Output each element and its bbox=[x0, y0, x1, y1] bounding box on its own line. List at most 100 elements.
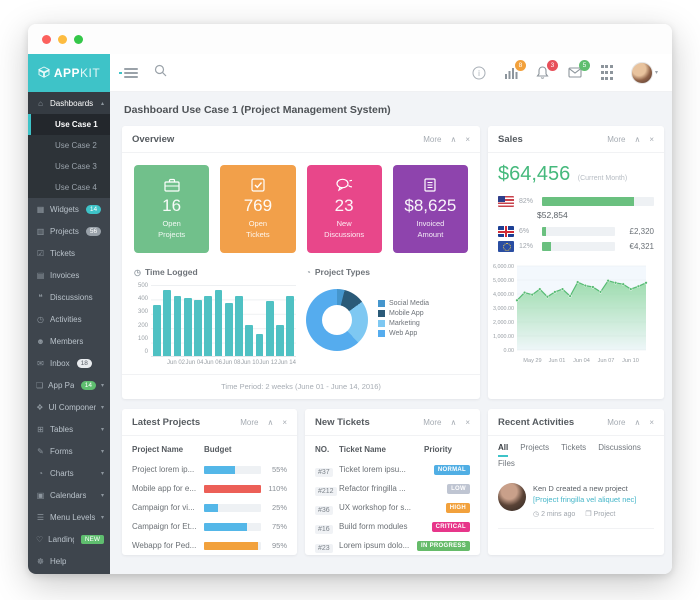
collapse-icon[interactable]: ∧ bbox=[634, 135, 641, 144]
budget-percent: 25% bbox=[271, 503, 287, 512]
close-icon[interactable]: × bbox=[649, 418, 654, 427]
stats-icon[interactable]: 8 bbox=[503, 59, 526, 81]
search-icon[interactable] bbox=[154, 64, 167, 82]
close-icon[interactable]: × bbox=[465, 135, 470, 144]
sidebar-item-invoices[interactable]: ▤ Invoices bbox=[28, 264, 110, 286]
sidebar-badge: 14 bbox=[85, 204, 102, 214]
more-button[interactable]: More bbox=[607, 135, 626, 144]
legend-label: Marketing bbox=[389, 320, 420, 327]
budget-fill bbox=[204, 541, 259, 550]
tab-tickets[interactable]: Tickets bbox=[561, 443, 587, 452]
country-value: $52,854 bbox=[537, 210, 568, 220]
table-icon: ⊞ bbox=[37, 424, 44, 434]
sidebar-item-forms[interactable]: ✎ Forms ▾ bbox=[28, 440, 110, 462]
ticket-name: Build form modules bbox=[339, 522, 408, 531]
collapse-icon[interactable]: ∧ bbox=[267, 418, 274, 427]
progress-fill bbox=[542, 227, 547, 236]
apps-grid-icon[interactable] bbox=[599, 65, 615, 81]
sidebar-item-tickets[interactable]: ☑ Tickets bbox=[28, 242, 110, 264]
tab-files[interactable]: Files bbox=[498, 459, 515, 468]
close-window-button[interactable] bbox=[42, 34, 51, 44]
clock-icon: ◷ bbox=[533, 510, 540, 518]
mail-icon[interactable]: 5 bbox=[567, 59, 590, 81]
y-tick-label: 200 bbox=[137, 322, 148, 329]
sidebar-item-inbox[interactable]: ✉ Inbox 18 bbox=[28, 352, 110, 374]
col-ticket-name: Ticket Name bbox=[339, 445, 386, 454]
overview-tile-2[interactable]: 769 Open Tickets bbox=[220, 165, 296, 253]
tile-value: 16 bbox=[162, 196, 182, 216]
sidebar-item-tables[interactable]: ⊞ Tables ▾ bbox=[28, 418, 110, 440]
info-icon[interactable]: i bbox=[471, 65, 487, 81]
bell-icon[interactable]: 3 bbox=[535, 59, 558, 81]
sidebar-item-activities[interactable]: ◷ Activities bbox=[28, 308, 110, 330]
collapse-icon[interactable]: ∧ bbox=[450, 418, 457, 427]
project-row: Mobile app for e... 110% bbox=[132, 479, 287, 498]
x-tick-label: Jun 08 bbox=[222, 360, 241, 366]
chevron-down-icon: ▾ bbox=[100, 470, 104, 477]
bar-jun-04 bbox=[183, 298, 192, 356]
more-button[interactable]: More bbox=[240, 418, 259, 427]
bar-jun-08 bbox=[224, 302, 233, 356]
sidebar-item-members[interactable]: ☻ Members bbox=[28, 330, 110, 352]
close-icon[interactable]: × bbox=[465, 418, 470, 427]
overview-tile-4[interactable]: $8,625 Invoiced Amount bbox=[392, 165, 468, 253]
sidebar-subitem-use-case-2[interactable]: Use Case 2 bbox=[55, 141, 97, 150]
sidebar-toggle-icon[interactable] bbox=[119, 67, 138, 78]
minimize-window-button[interactable] bbox=[58, 34, 67, 44]
country-percent: 82% bbox=[519, 198, 534, 205]
tab-discussions[interactable]: Discussions bbox=[598, 443, 641, 452]
sidebar-item-charts[interactable]: ◔ Charts ▾ bbox=[28, 462, 110, 484]
sidebar-item-widgets[interactable]: ▦ Widgets 14 bbox=[28, 198, 110, 220]
chevron-down-icon: ▾ bbox=[100, 382, 104, 389]
project-row: Campaign for Et... 75% bbox=[132, 517, 287, 536]
close-icon[interactable]: × bbox=[649, 135, 654, 144]
pie-icon: ◔ bbox=[306, 267, 311, 277]
bar-jun-12 bbox=[265, 300, 274, 356]
sidebar-item-menu-levels[interactable]: ☰ Menu Levels ▾ bbox=[28, 506, 110, 528]
sidebar-item-projects[interactable]: ▥ Projects 56 bbox=[28, 220, 110, 242]
overview-tile-3[interactable]: 23 New Discussions bbox=[306, 165, 382, 253]
mail-badge: 5 bbox=[578, 59, 590, 71]
svg-text:5,000.00: 5,000.00 bbox=[493, 278, 514, 284]
users-icon: ☻ bbox=[36, 336, 45, 346]
sidebar-item-label: Widgets bbox=[50, 204, 79, 214]
sidebar-item-help[interactable]: ☸ Help bbox=[28, 550, 110, 572]
ticket-number: #36 bbox=[315, 499, 339, 517]
tab-projects[interactable]: Projects bbox=[520, 443, 550, 452]
bar-jun-11 bbox=[255, 333, 264, 356]
budget-fill bbox=[204, 484, 261, 493]
x-tick-label: Jun 12 bbox=[259, 360, 278, 366]
sidebar-item-label: Landing Page bbox=[48, 534, 74, 544]
sidebar-item-discussions[interactable]: ❝ Discussions bbox=[28, 286, 110, 308]
collapse-icon[interactable]: ∧ bbox=[634, 418, 641, 427]
collapse-icon[interactable]: ∧ bbox=[450, 135, 457, 144]
close-icon[interactable]: × bbox=[282, 418, 287, 427]
uk-flag bbox=[498, 226, 514, 237]
sidebar-item-app-pages[interactable]: ❏ App Pages 14 ▾ bbox=[28, 374, 110, 396]
tab-all[interactable]: All bbox=[498, 443, 509, 457]
activity-avatar[interactable] bbox=[498, 483, 526, 511]
more-button[interactable]: More bbox=[423, 418, 442, 427]
overview-tile-1[interactable]: 16 Open Projects bbox=[134, 165, 210, 253]
more-button[interactable]: More bbox=[423, 135, 442, 144]
more-button[interactable]: More bbox=[607, 418, 626, 427]
sidebar-subitem-use-case-3[interactable]: Use Case 3 bbox=[55, 162, 97, 171]
sidebar-subitem-use-case-4[interactable]: Use Case 4 bbox=[55, 183, 97, 192]
tile-label: Open Projects bbox=[158, 219, 186, 239]
ticket-row: #37 Ticket lorem ipsu... NORMAL bbox=[315, 460, 470, 479]
budget-percent: 95% bbox=[271, 541, 287, 550]
user-menu[interactable]: ▾ bbox=[630, 61, 658, 84]
sidebar-item-ui-components[interactable]: ❖ UI Components ▾ bbox=[28, 396, 110, 418]
sidebar-item-calendars[interactable]: ▣ Calendars ▾ bbox=[28, 484, 110, 506]
activity-project-link[interactable]: [Project fringilla vel aliquet nec] bbox=[533, 495, 637, 505]
project-name: Campaign for Et... bbox=[132, 522, 197, 531]
brand-logo[interactable]: APPKIT bbox=[28, 54, 110, 92]
sidebar-item-landing-page[interactable]: ♡ Landing Page NEW bbox=[28, 528, 110, 550]
maximize-window-button[interactable] bbox=[74, 34, 83, 44]
sidebar-item-label: Tables bbox=[50, 424, 74, 434]
sidebar-subitem-use-case-1[interactable]: Use Case 1 bbox=[28, 114, 110, 135]
sidebar-item-dashboards[interactable]: ⌂ Dashboards ▴ bbox=[28, 92, 110, 114]
svg-text:4,000.00: 4,000.00 bbox=[493, 292, 514, 298]
tile-value: $8,625 bbox=[404, 196, 457, 216]
progress-track bbox=[542, 197, 654, 206]
